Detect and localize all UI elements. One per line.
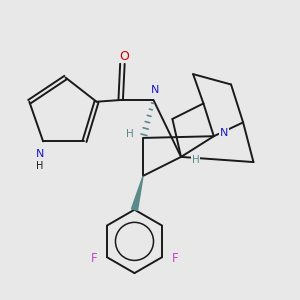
Text: N: N (35, 149, 44, 160)
Polygon shape (131, 176, 143, 210)
Text: N: N (220, 128, 228, 138)
Text: F: F (172, 253, 178, 266)
Text: H: H (36, 160, 43, 170)
Text: H: H (126, 129, 134, 139)
Text: O: O (119, 50, 129, 63)
Text: F: F (91, 253, 97, 266)
Text: H: H (192, 155, 200, 165)
Text: N: N (151, 85, 159, 95)
